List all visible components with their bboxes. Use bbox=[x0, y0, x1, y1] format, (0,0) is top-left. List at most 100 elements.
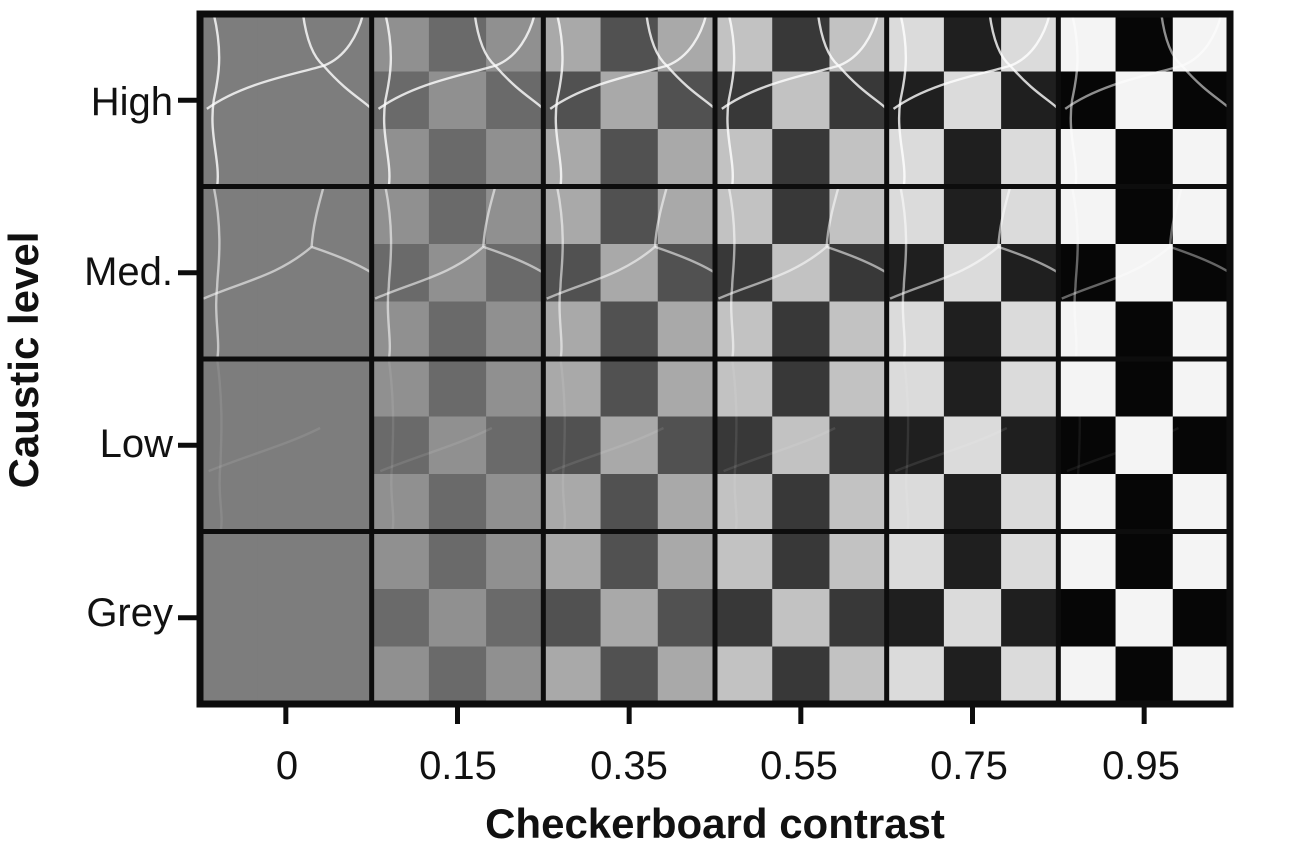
row-label-low: Low bbox=[100, 422, 173, 466]
checker-square bbox=[1058, 474, 1117, 532]
caustic-line bbox=[559, 359, 567, 532]
checker-square bbox=[715, 589, 773, 647]
checker-square bbox=[943, 474, 1002, 532]
checker-square bbox=[543, 416, 602, 475]
caustic-line bbox=[1168, 186, 1184, 247]
checker-square bbox=[715, 416, 773, 475]
checker-square bbox=[1115, 359, 1174, 417]
checker-square bbox=[1001, 301, 1059, 359]
checker-square bbox=[371, 589, 430, 647]
checker-square bbox=[257, 359, 315, 417]
caustic-line bbox=[1169, 245, 1231, 274]
checker-square bbox=[829, 301, 887, 359]
caustic-line bbox=[826, 245, 887, 274]
checker-square bbox=[1172, 301, 1231, 359]
panel-r2-c1 bbox=[371, 359, 544, 532]
checker-square bbox=[943, 531, 1002, 590]
caustic-line bbox=[551, 426, 665, 473]
row-label-high: High bbox=[91, 80, 173, 124]
caustic-line bbox=[1070, 186, 1079, 359]
caustic-glow bbox=[1067, 186, 1083, 359]
checker-square bbox=[200, 416, 258, 475]
checker-square bbox=[486, 416, 544, 475]
checker-square bbox=[314, 301, 372, 359]
caustic-line bbox=[206, 64, 324, 110]
row-label-grey: Grey bbox=[86, 591, 173, 635]
caustic-line bbox=[310, 186, 325, 247]
caustic-pattern bbox=[545, 186, 715, 359]
caustic-line bbox=[1009, 64, 1059, 110]
checker-square bbox=[371, 531, 430, 590]
checker-square bbox=[772, 186, 830, 245]
checker-square bbox=[543, 589, 602, 647]
caustic-line bbox=[1074, 359, 1082, 532]
checker-square bbox=[1115, 474, 1174, 532]
caustic-pattern bbox=[1062, 14, 1231, 187]
col-label-0-55: 0.55 bbox=[760, 744, 838, 788]
checker-square bbox=[371, 416, 430, 475]
x-axis: 0 0.15 0.35 0.55 0.75 0.95 bbox=[276, 707, 1180, 788]
checker-square bbox=[657, 531, 715, 590]
panel-r3-c5 bbox=[1058, 531, 1231, 704]
checker-square bbox=[829, 129, 887, 187]
caustic-line bbox=[473, 14, 497, 67]
checker-square bbox=[428, 186, 487, 245]
checker-square bbox=[486, 646, 544, 704]
caustic-pattern bbox=[201, 186, 372, 359]
checker-square bbox=[600, 186, 659, 245]
caustic-line bbox=[730, 359, 738, 532]
caustic-line bbox=[1061, 245, 1171, 300]
checker-square bbox=[1001, 416, 1059, 475]
checker-square bbox=[371, 301, 430, 359]
checker-square bbox=[657, 301, 715, 359]
checker-square bbox=[715, 14, 773, 72]
checker-square bbox=[600, 416, 659, 475]
checker-square bbox=[428, 301, 487, 359]
checker-square bbox=[657, 359, 715, 417]
checker-square bbox=[200, 301, 258, 359]
checker-square bbox=[600, 474, 659, 532]
checker-square bbox=[257, 474, 315, 532]
caustic-pattern bbox=[723, 359, 836, 532]
checker-square bbox=[1172, 589, 1231, 647]
checker-square bbox=[1115, 589, 1174, 647]
panel-r2-c4 bbox=[886, 359, 1059, 532]
panel-r3-c3 bbox=[715, 531, 887, 704]
checker-square bbox=[314, 531, 372, 590]
checker-square bbox=[1058, 186, 1117, 245]
checker-square bbox=[486, 359, 544, 417]
checker-square bbox=[1115, 301, 1174, 359]
checker-square bbox=[257, 416, 315, 475]
checker-square bbox=[657, 589, 715, 647]
checker-square bbox=[600, 646, 659, 704]
checker-square bbox=[772, 531, 830, 590]
checker-square bbox=[428, 359, 487, 417]
checker-square bbox=[257, 589, 315, 647]
panel-r0-c2 bbox=[543, 14, 715, 187]
caustic-line bbox=[1160, 14, 1183, 67]
checker-square bbox=[486, 129, 544, 187]
checker-square bbox=[715, 646, 773, 704]
checker-square bbox=[829, 646, 887, 704]
checker-square bbox=[657, 416, 715, 475]
checker-square bbox=[486, 474, 544, 532]
checker-square bbox=[1172, 474, 1231, 532]
panel-r0-c5 bbox=[1058, 14, 1231, 187]
caustic-line bbox=[666, 64, 715, 110]
panel-r3-c1 bbox=[371, 531, 544, 704]
caustic-line bbox=[899, 186, 908, 359]
checker-square bbox=[257, 129, 315, 187]
caustic-pattern bbox=[208, 359, 321, 532]
checker-square bbox=[772, 416, 830, 475]
checker-square bbox=[1058, 531, 1117, 590]
checker-square bbox=[543, 14, 602, 72]
caustic-line bbox=[377, 64, 496, 110]
panel-r0-c3 bbox=[715, 14, 887, 187]
caustic-pattern bbox=[1066, 359, 1180, 532]
checker-square bbox=[1172, 359, 1231, 417]
panel-r3-c4 bbox=[886, 531, 1059, 704]
checker-square bbox=[428, 129, 487, 187]
checker-square bbox=[1115, 129, 1174, 187]
caustic-line bbox=[1181, 14, 1223, 67]
checker-square bbox=[715, 474, 773, 532]
